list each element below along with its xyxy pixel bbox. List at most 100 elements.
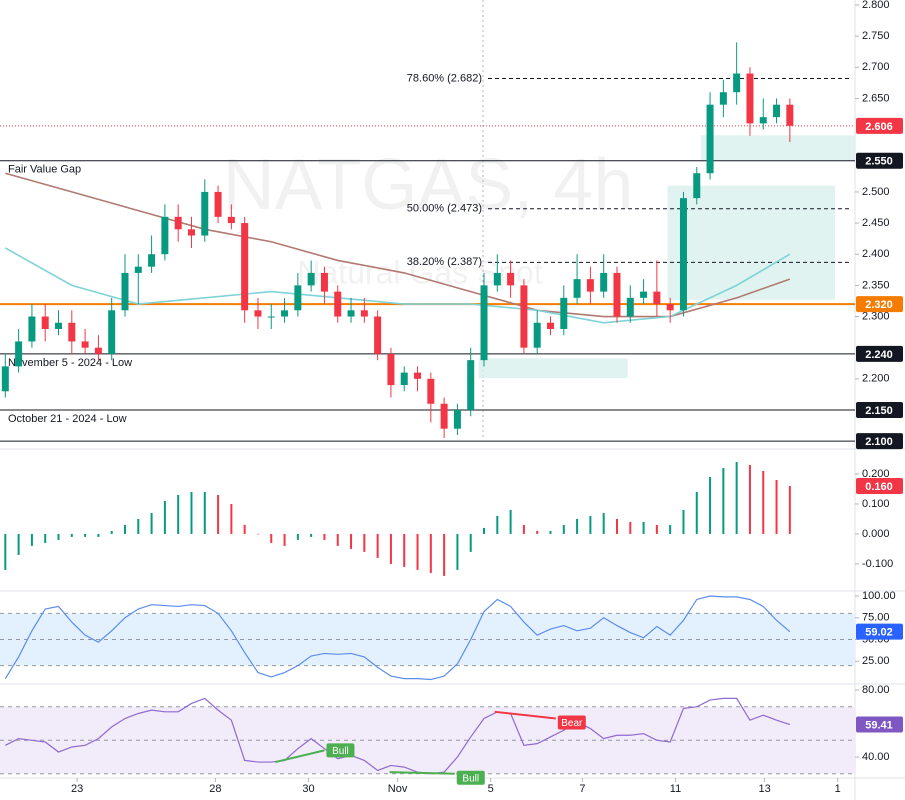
candle-body	[320, 272, 328, 292]
histogram-bar	[190, 491, 193, 534]
candle-body	[507, 272, 515, 286]
divergence-label: Bull	[462, 773, 479, 784]
candle-body	[307, 272, 315, 286]
candle-body	[520, 285, 528, 348]
histogram-bar	[44, 533, 47, 543]
histogram-bar	[70, 533, 73, 537]
candle-body	[546, 322, 554, 329]
candle-body	[653, 291, 661, 305]
candle-body	[480, 285, 488, 361]
candle-body	[174, 216, 182, 230]
fvg-zone	[667, 185, 836, 300]
last-value-label: 59.02	[865, 627, 893, 639]
level-text: November 5 - 2024 - Low	[8, 357, 132, 369]
histogram-bar	[350, 533, 353, 549]
histogram-bar	[110, 530, 113, 534]
divergence-label: Bull	[332, 746, 349, 757]
histogram-bar	[137, 518, 140, 534]
histogram-bar	[336, 533, 339, 546]
candle-body	[427, 378, 435, 404]
histogram-bar	[296, 533, 299, 540]
divergence-line	[389, 771, 455, 775]
histogram-bar	[602, 512, 605, 534]
histogram-bar	[403, 533, 406, 567]
candle-body	[121, 272, 129, 311]
y-tick-label: 25.00	[862, 655, 890, 667]
histogram-bar	[762, 470, 765, 534]
last-value-label: 59.41	[865, 719, 893, 731]
histogram-bar	[150, 512, 153, 534]
histogram-bar	[416, 533, 419, 570]
candle-body	[733, 73, 741, 93]
histogram-bar	[456, 533, 459, 570]
y-tick-label: 2.650	[862, 92, 890, 104]
histogram-bar	[389, 533, 392, 564]
last-value-label-box	[856, 477, 903, 494]
candle-body	[281, 310, 289, 317]
candle-body	[613, 272, 621, 317]
candle-body	[134, 266, 142, 273]
histogram-bar	[30, 533, 33, 546]
candle-body	[15, 341, 23, 367]
candle-body	[360, 310, 368, 317]
histogram-bar	[775, 479, 778, 534]
y-tick-label: 2.500	[862, 186, 890, 198]
candle-body	[161, 216, 169, 255]
histogram-bar	[443, 533, 446, 576]
histogram-bar	[509, 509, 512, 534]
histogram-bar	[483, 527, 486, 534]
histogram-bar	[57, 533, 60, 540]
y-tick-label: 0.000	[862, 528, 890, 540]
y-tick-label: 40.00	[862, 751, 890, 763]
fib-label: 38.20% (2.387)	[407, 256, 482, 268]
candle-body	[773, 104, 781, 118]
candle-body	[108, 310, 116, 354]
divergence-label: Bear	[561, 718, 583, 729]
candle-body	[214, 191, 222, 217]
level-text: Fair Value Gap	[8, 164, 81, 176]
histogram-bar	[522, 524, 525, 534]
level-price-label: 2.150	[865, 405, 893, 417]
y-tick-label: 2.300	[862, 310, 890, 322]
candle-body	[679, 198, 687, 311]
x-tick-label: 11	[670, 783, 681, 795]
histogram-bar	[4, 533, 7, 570]
level-price-label: 2.320	[865, 299, 893, 311]
candle-body	[759, 117, 767, 124]
candle-body	[241, 223, 249, 311]
candle-body	[573, 279, 581, 298]
level-price-label: 2.240	[865, 349, 893, 361]
histogram-bar	[17, 533, 20, 555]
histogram-bar	[230, 503, 233, 534]
candle-body	[294, 285, 302, 311]
candle-body	[600, 272, 608, 292]
divergence-box	[456, 770, 485, 785]
candle-body	[640, 291, 648, 298]
fib-label: 50.00% (2.473)	[407, 203, 482, 215]
y-tick-label: 2.750	[862, 30, 890, 42]
histogram-bar	[363, 533, 366, 552]
x-tick-label: 30	[302, 783, 314, 795]
y-tick-label: 0.200	[862, 468, 890, 480]
watermark-title: NATGAS, 4h	[223, 145, 634, 225]
divergence-line	[494, 710, 556, 720]
divergence-line	[275, 749, 325, 764]
histogram-bar	[709, 476, 712, 534]
last-value-label: 0.160	[865, 481, 893, 493]
candle-body	[533, 322, 541, 348]
oscillator-line	[5, 697, 791, 775]
candle-body	[626, 297, 634, 317]
candle-body	[387, 353, 395, 386]
x-tick-label: 1	[835, 783, 841, 795]
histogram-bar	[642, 521, 645, 534]
histogram-bar	[562, 524, 565, 534]
candle-body	[786, 104, 794, 126]
histogram-bar	[682, 509, 685, 534]
candle-body	[493, 272, 501, 286]
histogram-bar	[629, 521, 632, 534]
divergence-box	[557, 715, 586, 730]
histogram-bar	[748, 464, 751, 534]
candle-body	[706, 104, 714, 174]
candle-body	[68, 322, 76, 342]
divergence-box	[326, 743, 355, 758]
